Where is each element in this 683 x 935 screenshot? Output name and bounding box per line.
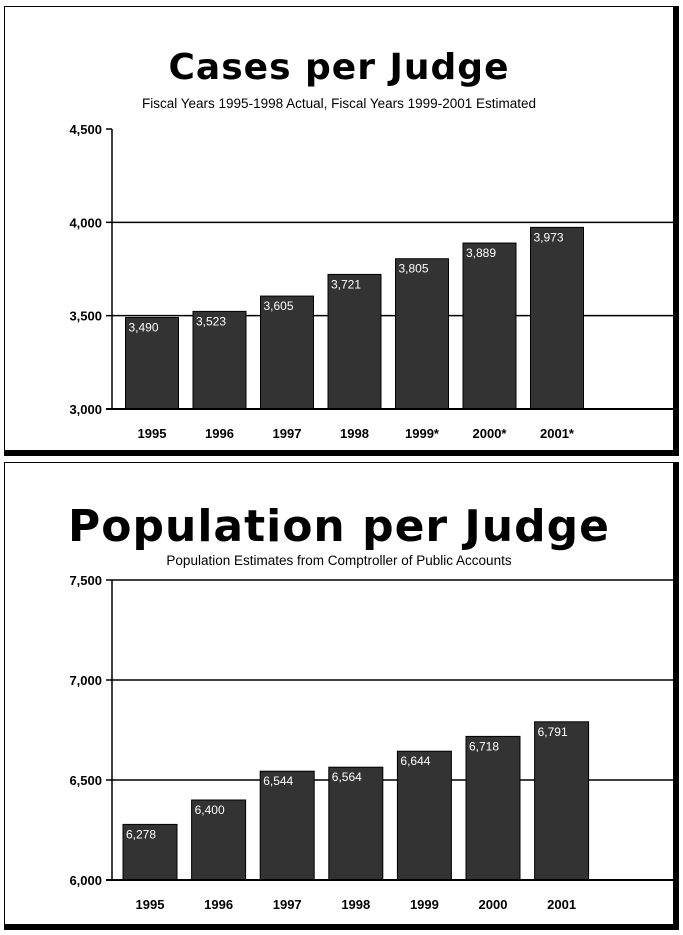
population-per-judge-plot: 6,000 6,500 7,000 7,500 6,278 1995 6,400 1996 6,… <box>69 573 673 912</box>
chart-title: Cases per Judge <box>168 47 510 88</box>
chart-subtitle: Population Estimates from Comptroller of… <box>166 553 512 568</box>
x-tick-label: 1999* <box>405 426 440 441</box>
x-tick-label: 2001* <box>540 426 575 441</box>
x-tick-label: 2000 <box>479 897 508 912</box>
bar <box>465 735 521 881</box>
bar-value-label: 6,400 <box>195 803 225 817</box>
bar <box>395 258 449 410</box>
bar-value-label: 6,791 <box>538 725 568 739</box>
bar-value-label: 3,805 <box>399 262 429 276</box>
x-tick-label: 2001 <box>547 897 576 912</box>
y-tick-label: 3,000 <box>69 402 102 417</box>
cases-per-judge-chart-panel: Cases per Judge Fiscal Years 1995-1998 A… <box>4 6 679 456</box>
y-tick-label: 7,000 <box>69 673 102 688</box>
y-tick-label: 6,000 <box>69 873 102 888</box>
x-tick-label: 1999 <box>410 897 439 912</box>
bar <box>396 750 452 881</box>
bar-value-label: 3,490 <box>129 321 159 335</box>
bar-value-label: 6,718 <box>469 739 499 753</box>
chart-subtitle: Fiscal Years 1995-1998 Actual, Fiscal Ye… <box>142 96 536 111</box>
bar-value-label: 6,544 <box>263 774 293 788</box>
bar <box>534 721 590 881</box>
y-tick-label: 7,500 <box>69 573 102 588</box>
y-tick-label: 3,500 <box>69 309 102 324</box>
x-tick-label: 1997 <box>273 426 302 441</box>
bar <box>328 766 384 881</box>
x-tick-label: 1997 <box>273 897 302 912</box>
bar-value-label: 3,605 <box>264 299 294 313</box>
bar-value-label: 3,523 <box>196 314 226 328</box>
y-tick-label: 6,500 <box>69 773 102 788</box>
population-per-judge-chart-panel: Population per Judge Population Estimate… <box>4 462 679 930</box>
x-tick-label: 1996 <box>204 897 233 912</box>
bar <box>327 273 382 410</box>
y-tick-label: 4,500 <box>69 122 102 137</box>
chart-title: Population per Judge <box>68 501 610 552</box>
bar <box>125 317 179 410</box>
bar-value-label: 6,644 <box>400 754 430 768</box>
x-tick-label: 1998 <box>341 897 370 912</box>
x-tick-label: 1995 <box>136 897 165 912</box>
bar <box>259 770 315 881</box>
cases-per-judge-plot: 3,000 3,500 4,000 4,500 3,490 1995 3,523 1996 3,… <box>69 122 673 441</box>
x-tick-label: 2000* <box>473 426 508 441</box>
x-tick-label: 1995 <box>138 426 167 441</box>
x-tick-label: 1998 <box>340 426 369 441</box>
bar <box>122 823 178 881</box>
bar-value-label: 3,889 <box>466 246 496 260</box>
bar <box>462 242 517 410</box>
y-tick-label: 4,000 <box>69 215 102 230</box>
bar-value-label: 6,278 <box>126 827 156 841</box>
bar <box>530 226 584 410</box>
x-tick-label: 1996 <box>205 426 234 441</box>
bar-value-label: 3,973 <box>534 230 564 244</box>
bar-value-label: 3,721 <box>331 277 361 291</box>
bar-value-label: 6,564 <box>332 770 362 784</box>
